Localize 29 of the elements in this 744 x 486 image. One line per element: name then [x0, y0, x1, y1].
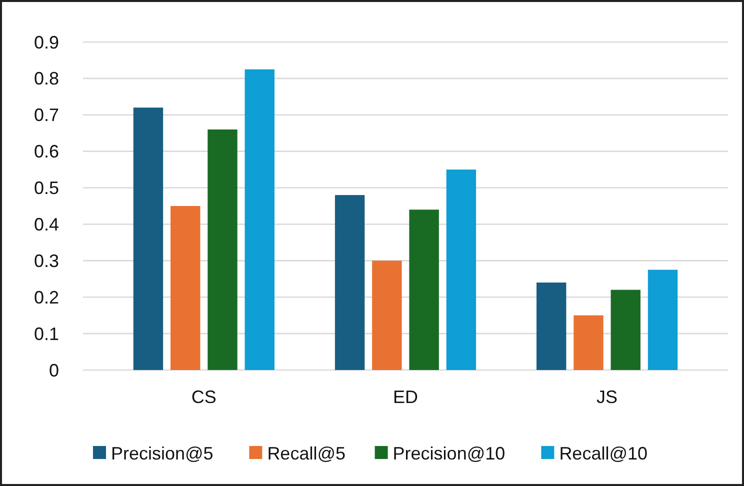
legend-label: Recall@5 [267, 443, 346, 464]
x-tick-label: JS [596, 387, 618, 407]
x-tick-label: ED [392, 387, 418, 407]
bar [648, 270, 678, 370]
bar [334, 195, 365, 370]
bar [574, 315, 604, 370]
bar [610, 290, 640, 370]
bar [409, 210, 439, 370]
y-tick-label: 0.6 [34, 142, 59, 162]
y-tick-label: 0.5 [34, 178, 59, 198]
bar [536, 282, 566, 370]
bar [133, 108, 164, 370]
y-tick-label: 0.1 [34, 324, 59, 344]
bar [244, 69, 274, 370]
y-tick-label: 0.9 [34, 32, 59, 52]
y-tick-label: 0.4 [34, 214, 59, 235]
bar [372, 260, 402, 370]
y-tick-label: 0.7 [34, 105, 59, 126]
legend-label: Recall@10 [559, 443, 648, 464]
y-tick-label: 0.2 [34, 287, 59, 308]
bar [208, 129, 238, 370]
bar [170, 206, 200, 370]
legend-label: Precision@5 [111, 443, 214, 464]
y-tick-label: 0.3 [34, 250, 59, 271]
y-tick-label: 0 [48, 360, 59, 380]
legend-label: Precision@10 [392, 443, 506, 464]
y-tick-label: 0.8 [34, 68, 59, 89]
x-tick-label: CS [191, 387, 216, 407]
bar [446, 170, 476, 370]
